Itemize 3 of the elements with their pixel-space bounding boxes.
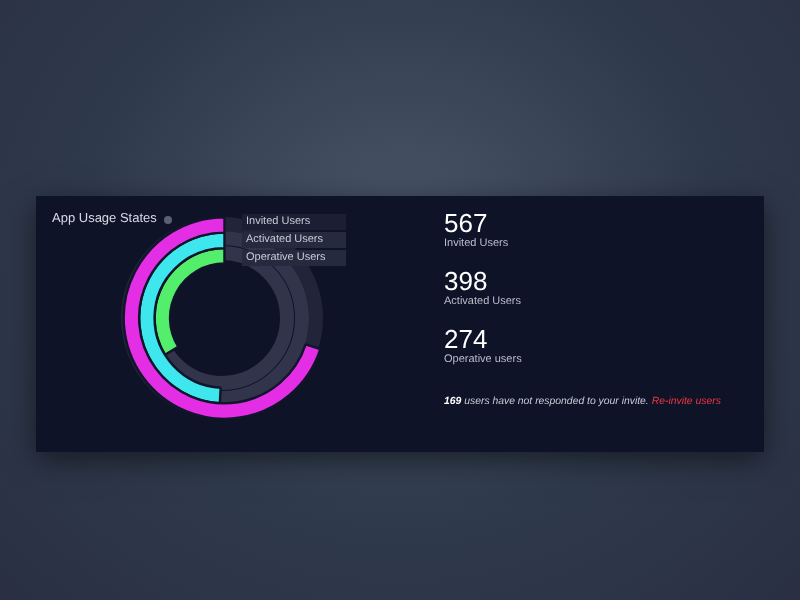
data-label: 567 [444,208,490,238]
data-label: 274 [444,324,490,354]
data-label: 398 [444,266,490,296]
